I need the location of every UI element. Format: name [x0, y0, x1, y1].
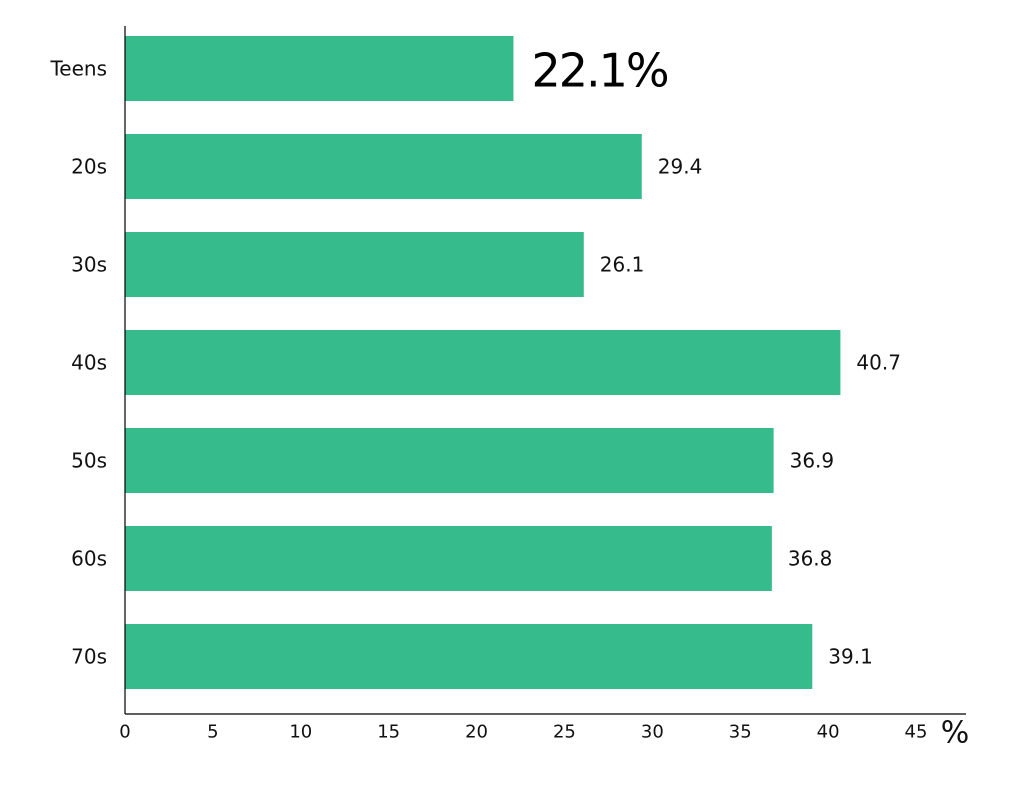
axes	[124, 26, 966, 715]
category-label: 70s	[71, 645, 107, 669]
x-tick-label: 25	[553, 722, 576, 743]
x-tick-label: 5	[207, 722, 218, 743]
value-label: 36.8	[788, 547, 833, 571]
value-label: 29.4	[658, 155, 703, 179]
bar-teens	[125, 36, 514, 101]
x-tick-label: 40	[817, 722, 840, 743]
x-tick-label: 20	[465, 722, 488, 743]
value-label: 39.1	[828, 645, 873, 669]
value-label: 36.9	[790, 449, 835, 473]
bars-layer	[125, 36, 841, 689]
category-labels: Teens 20s 30s 40s 50s 60s 70s	[49, 57, 107, 669]
category-label: 20s	[71, 155, 107, 179]
value-labels: 22.1% 29.4 26.1 40.7 36.9 36.8 39.1	[531, 44, 900, 669]
value-label: 40.7	[856, 351, 901, 375]
highlight-value-label: 22.1%	[531, 44, 667, 98]
category-label: 40s	[71, 351, 107, 375]
x-tick-label: 0	[119, 722, 130, 743]
bar-70s	[125, 624, 813, 689]
x-tick-label: 10	[289, 722, 312, 743]
x-tick-label: 15	[377, 722, 400, 743]
x-tick-label: 35	[729, 722, 752, 743]
category-label: Teens	[49, 57, 107, 81]
bar-50s	[125, 428, 774, 493]
x-tick-label: 45	[905, 722, 928, 743]
category-label: 60s	[71, 547, 107, 571]
x-unit-label: %	[941, 716, 970, 751]
category-label: 30s	[71, 253, 107, 277]
x-tick-label: 30	[641, 722, 664, 743]
bar-20s	[125, 134, 642, 199]
category-label: 50s	[71, 449, 107, 473]
x-tick-labels: 0 5 10 15 20 25 30 35 40 45%	[119, 716, 969, 751]
bar-30s	[125, 232, 584, 297]
bar-60s	[125, 526, 772, 591]
bar-40s	[125, 330, 841, 395]
value-label: 26.1	[600, 253, 645, 277]
